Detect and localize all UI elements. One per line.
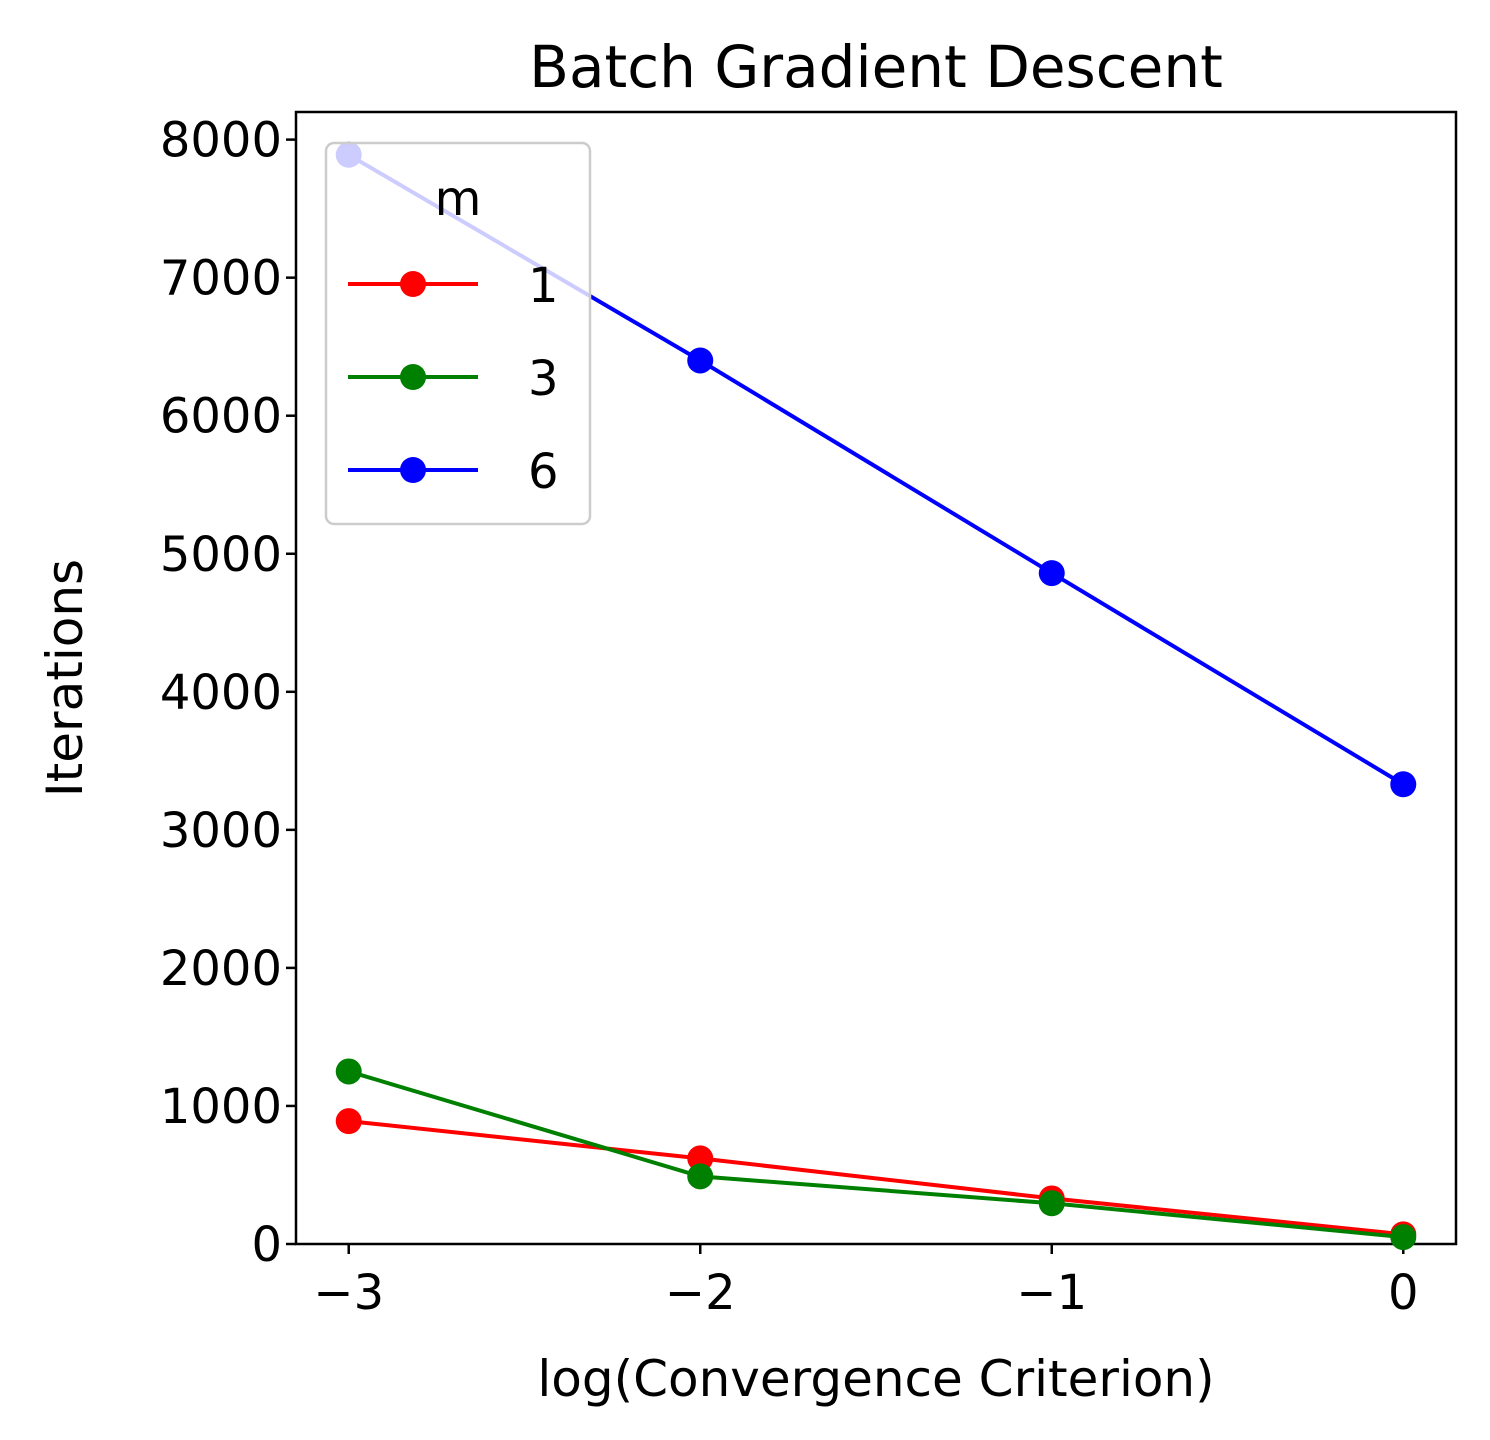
data-point — [687, 1145, 714, 1172]
x-tick-label: 0 — [1388, 1265, 1419, 1321]
y-tick-label: 6000 — [160, 389, 282, 445]
legend-item: 1 — [348, 258, 559, 314]
series-line — [348, 1069, 1404, 1240]
y-tick-label: 3000 — [160, 803, 282, 859]
data-point — [1390, 771, 1417, 798]
data-point — [335, 1108, 362, 1135]
y-axis-ticks: 0 1000 2000 3000 4000 5000 6000 7000 8000 — [160, 113, 296, 1273]
legend-box — [324, 141, 592, 526]
plot-area — [294, 110, 1458, 1246]
legend-item: 6 — [348, 444, 559, 500]
y-tick-label: 7000 — [160, 251, 282, 307]
x-tick-label: −2 — [665, 1265, 736, 1321]
data-point — [687, 347, 714, 374]
data-point — [335, 1058, 362, 1085]
legend-marker — [400, 364, 426, 390]
y-tick-label: 8000 — [160, 113, 282, 169]
series-3 — [335, 1058, 1417, 1251]
series-line — [348, 1119, 1404, 1237]
legend-entries: 1 3 6 — [348, 258, 559, 500]
legend-title: m — [435, 171, 482, 227]
y-tick-label: 5000 — [160, 527, 282, 583]
legend-label: 6 — [528, 444, 559, 500]
x-axis-label: log(Convergence Criterion) — [537, 1350, 1214, 1408]
legend-label: 1 — [528, 258, 559, 314]
legend: m 1 3 6 — [324, 141, 592, 526]
axes-frame — [294, 110, 1458, 1246]
chart-title: Batch Gradient Descent — [529, 33, 1223, 101]
legend-marker — [400, 271, 426, 297]
legend-label: 3 — [528, 351, 559, 407]
data-point — [1390, 1224, 1417, 1251]
x-axis-ticks: −3 −2 −1 0 — [313, 1244, 1419, 1321]
y-tick-label: 1000 — [160, 1079, 282, 1135]
y-tick-label: 4000 — [160, 665, 282, 721]
legend-marker — [400, 457, 426, 483]
y-tick-label: 2000 — [160, 941, 282, 997]
data-point — [1038, 1190, 1065, 1217]
y-axis-label: Iterations — [36, 559, 94, 797]
y-tick-label: 0 — [251, 1217, 282, 1273]
series-1 — [335, 1108, 1417, 1248]
x-tick-label: −3 — [313, 1265, 384, 1321]
data-point — [1038, 560, 1065, 587]
legend-item: 3 — [348, 351, 559, 407]
x-tick-label: −1 — [1016, 1265, 1087, 1321]
data-point — [687, 1163, 714, 1190]
